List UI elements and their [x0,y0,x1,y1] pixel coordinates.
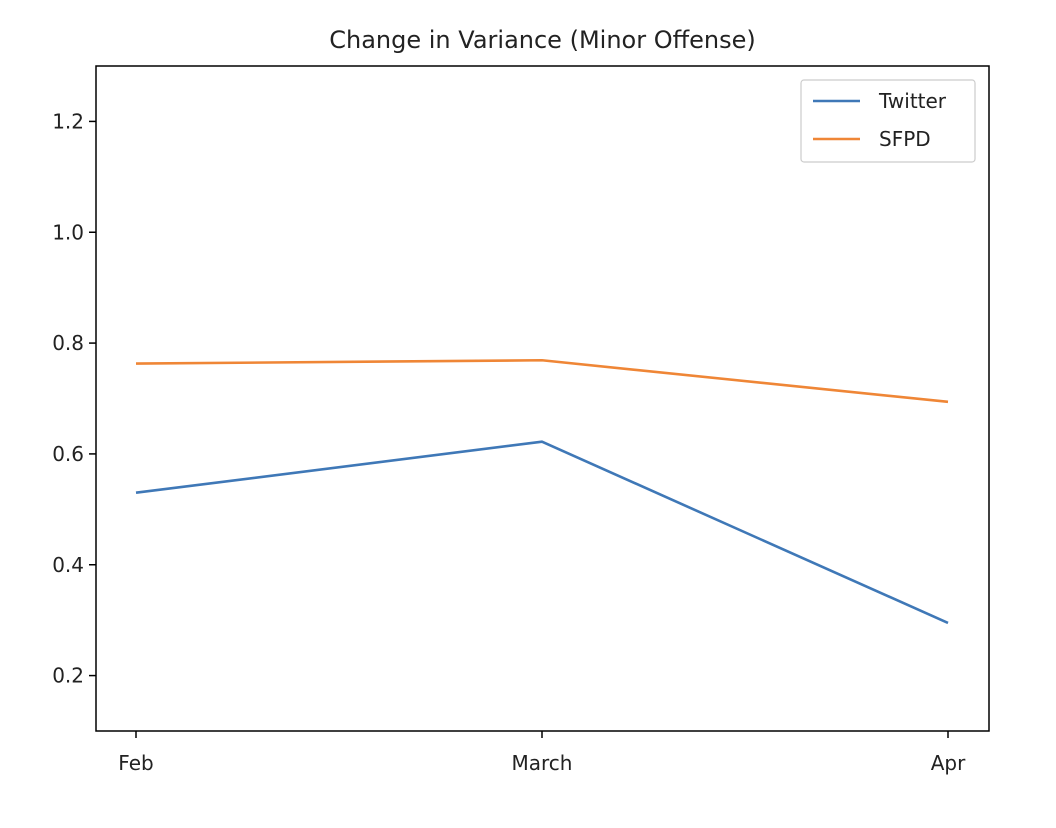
x-tick-label: Apr [931,751,966,775]
x-axis: Feb March Apr [118,731,966,775]
x-tick-label: Feb [118,751,153,775]
series-line-sfpd [135,358,949,404]
x-tick-label: March [512,751,573,775]
y-tick-label: 0.6 [52,442,84,466]
y-tick-label: 0.8 [52,331,84,355]
series-line-twitter [135,440,949,625]
series-lines [135,358,949,625]
legend: Twitter SFPD [800,79,976,163]
y-tick-label: 1.0 [52,220,84,244]
plot-area [95,65,990,732]
chart-title: Change in Variance (Minor Offense) [329,26,756,54]
y-tick-label: 0.2 [52,664,84,688]
legend-label-twitter: Twitter [878,89,947,113]
y-tick-label: 0.4 [52,553,84,577]
legend-label-sfpd: SFPD [879,127,931,151]
y-tick-label: 1.2 [52,109,84,133]
y-axis: 0.2 0.4 0.6 0.8 1.0 1.2 [52,109,96,688]
